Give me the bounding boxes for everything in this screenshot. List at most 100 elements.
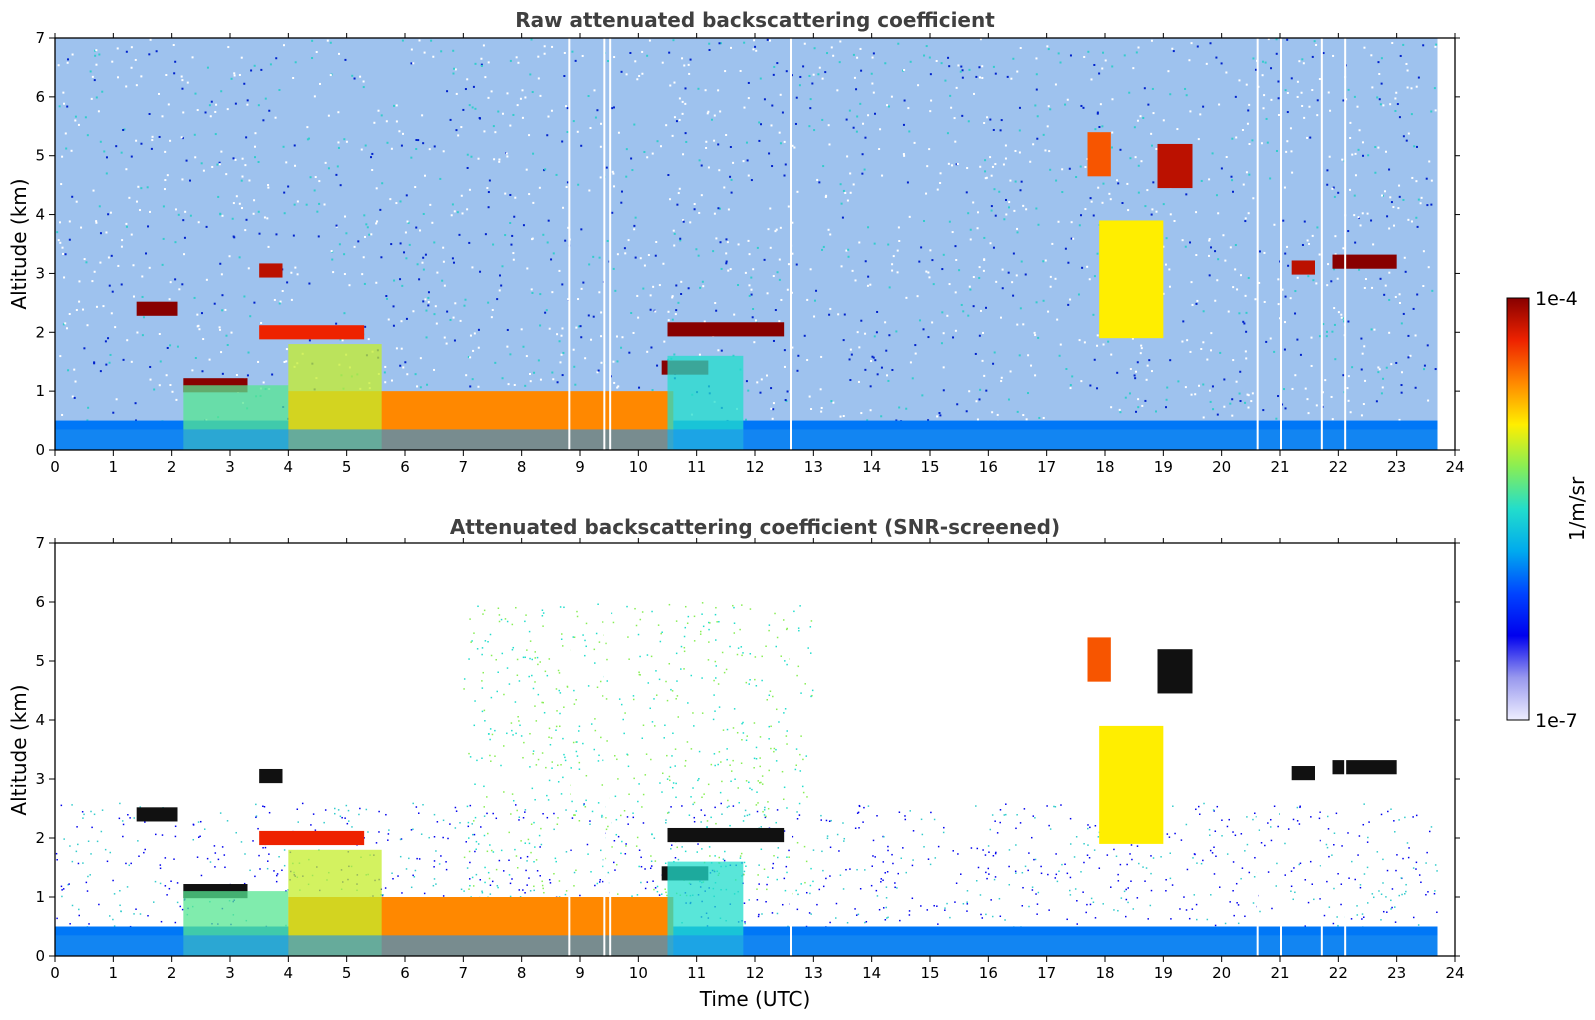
layer-cloud-layer-h	[1332, 760, 1397, 775]
x-tick-label: 12	[745, 458, 764, 476]
x-tick-label: 24	[1445, 964, 1464, 982]
colorbar: 1e-4 1e-7 1/m/sr	[1506, 288, 1589, 732]
x-tick-label: 21	[1270, 458, 1289, 476]
x-tick-label: 14	[862, 458, 881, 476]
colorbar-min-label: 1e-7	[1535, 710, 1578, 732]
x-tick-label: 10	[629, 964, 648, 982]
x-tick-label: 16	[979, 458, 998, 476]
x-tick-label: 19	[1154, 458, 1173, 476]
snr-screened-panel: Attenuated backscattering coefficient (S…	[7, 515, 1465, 1011]
x-tick-label: 6	[400, 458, 410, 476]
axes: 0 1 2 3 4 5 6 7 8 9 10 11 12 13 14 15 16 17 18 19 20 21 22 23 24…	[35, 29, 1464, 476]
layer-cloud-layer-c	[259, 830, 365, 846]
heatmap-image	[55, 38, 1455, 450]
layer-cirrus-a	[1087, 132, 1111, 177]
y-tick-label: 0	[35, 947, 45, 965]
x-tick-label: 14	[862, 964, 881, 982]
y-tick-label: 5	[35, 147, 45, 165]
y-tick-label: 5	[35, 652, 45, 670]
x-tick-label: 12	[745, 964, 764, 982]
y-tick-label: 7	[35, 29, 45, 47]
x-tick-label: 17	[1037, 964, 1056, 982]
y-tick-label: 1	[35, 382, 45, 400]
layer-cloud-layer-d	[259, 263, 283, 278]
x-tick-label: 4	[284, 458, 294, 476]
layer-cloud-layer-d	[259, 768, 283, 784]
x-tick-label: 15	[920, 964, 939, 982]
x-tick-label: 21	[1270, 964, 1289, 982]
layer-cloud-layer-a	[136, 301, 178, 316]
y-tick-label: 4	[35, 711, 45, 729]
x-tick-label: 11	[687, 964, 706, 982]
x-tick-label: 5	[342, 458, 352, 476]
x-tick-label: 22	[1329, 458, 1348, 476]
x-tick-label: 18	[1095, 458, 1114, 476]
x-tick-label: 17	[1037, 458, 1056, 476]
x-tick-label: 18	[1095, 964, 1114, 982]
chart-title: Attenuated backscattering coefficient (S…	[450, 515, 1060, 539]
axes: 0 1 2 3 4 5 6 7 8 9 10 11 12 13 14 15 16 17 18 19 20 21 22 23 24…	[35, 534, 1464, 982]
x-tick-label: 7	[459, 964, 469, 982]
y-tick-label: 6	[35, 593, 45, 611]
x-tick-label: 9	[575, 458, 585, 476]
y-tick-label: 7	[35, 534, 45, 552]
x-tick-label: 3	[225, 964, 235, 982]
x-tick-label: 0	[50, 964, 60, 982]
layer-cloud-layer-e	[667, 322, 785, 337]
x-tick-label: 4	[284, 964, 294, 982]
x-tick-label: 1	[109, 964, 119, 982]
y-axis-label: Altitude (km)	[7, 684, 31, 815]
y-tick-label: 3	[35, 264, 45, 282]
layer-cirrus-fall-streak	[1099, 220, 1164, 339]
x-tick-label: 5	[342, 964, 352, 982]
x-tick-label: 10	[629, 458, 648, 476]
x-tick-label: 2	[167, 458, 177, 476]
x-tick-label: 16	[979, 964, 998, 982]
x-tick-label: 20	[1212, 964, 1231, 982]
x-tick-label: 6	[400, 964, 410, 982]
x-tick-label: 15	[920, 458, 939, 476]
chart-title: Raw attenuated backscattering coefficien…	[515, 8, 995, 32]
x-tick-label: 7	[459, 458, 469, 476]
colorbar-label: 1/m/sr	[1565, 476, 1589, 541]
x-tick-label: 13	[804, 964, 823, 982]
layer-cloud-layer-h	[1332, 254, 1397, 269]
y-tick-label: 1	[35, 888, 45, 906]
x-tick-label: 11	[687, 458, 706, 476]
x-tick-label: 20	[1212, 458, 1231, 476]
y-tick-label: 0	[35, 441, 45, 459]
y-tick-label: 4	[35, 206, 45, 224]
x-tick-label: 22	[1329, 964, 1348, 982]
y-tick-label: 2	[35, 829, 45, 847]
layer-cloud-layer-g	[1291, 766, 1315, 781]
x-tick-label: 23	[1387, 458, 1406, 476]
x-tick-label: 8	[517, 458, 527, 476]
layer-cloud-layer-e	[667, 827, 785, 843]
colorbar-max-label: 1e-4	[1535, 288, 1578, 310]
layer-cloud-layer-a	[136, 807, 178, 822]
y-axis-label: Altitude (km)	[7, 178, 31, 309]
x-tick-label: 13	[804, 458, 823, 476]
layer-cirrus-fall-streak	[1099, 725, 1164, 844]
y-tick-label: 2	[35, 323, 45, 341]
layer-cirrus-a	[1087, 637, 1111, 682]
layer-cirrus-b	[1157, 649, 1193, 694]
x-tick-label: 24	[1445, 458, 1464, 476]
x-tick-label: 19	[1154, 964, 1173, 982]
x-tick-label: 1	[109, 458, 119, 476]
layer-cirrus-b	[1157, 143, 1193, 189]
x-axis-label: Time (UTC)	[699, 987, 811, 1011]
y-tick-label: 6	[35, 88, 45, 106]
heatmap-image	[55, 543, 1438, 956]
x-tick-label: 0	[50, 458, 60, 476]
raw-backscatter-panel: Raw attenuated backscattering coefficien…	[7, 8, 1465, 476]
x-tick-label: 2	[167, 964, 177, 982]
x-tick-label: 8	[517, 964, 527, 982]
x-tick-label: 23	[1387, 964, 1406, 982]
y-tick-label: 3	[35, 770, 45, 788]
layer-cloud-layer-g	[1291, 260, 1315, 275]
layer-cloud-layer-c	[259, 325, 365, 340]
x-tick-label: 3	[225, 458, 235, 476]
x-tick-label: 9	[575, 964, 585, 982]
